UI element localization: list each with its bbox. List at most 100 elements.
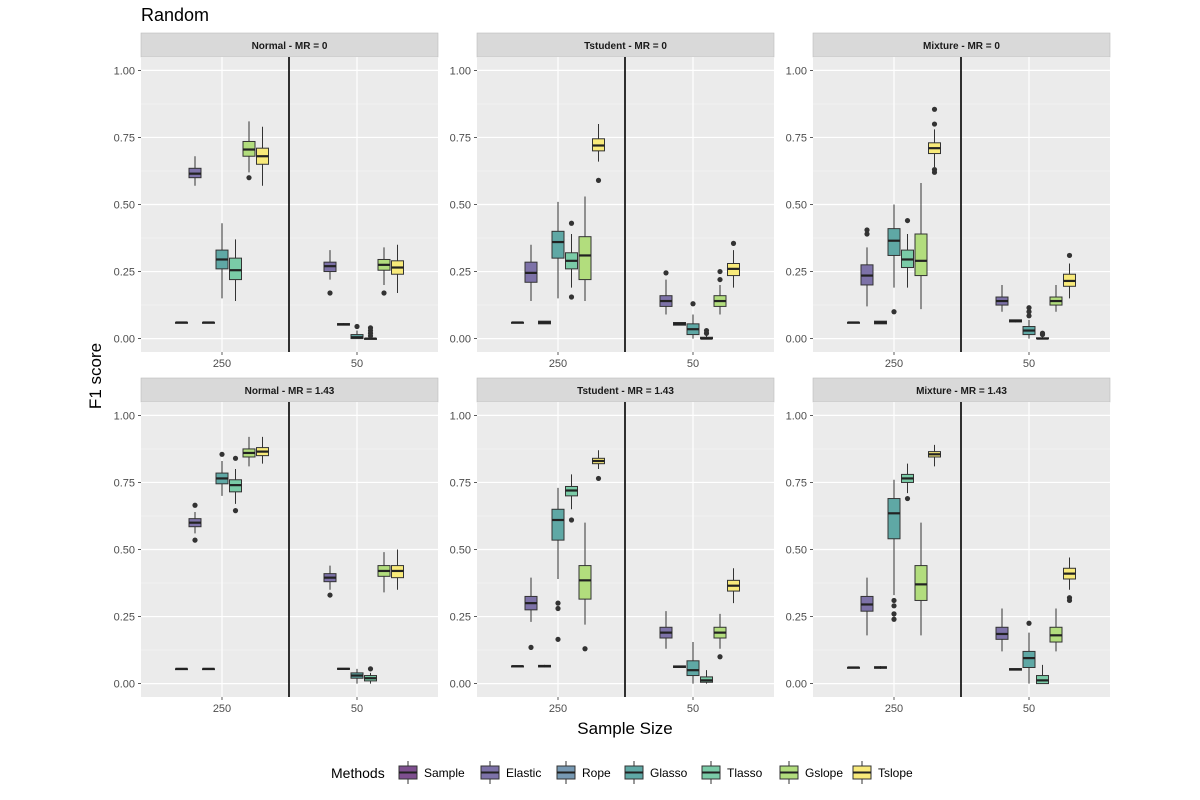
x-tick-label: 50 <box>687 358 699 370</box>
box-gslope <box>713 268 727 315</box>
box-gslope <box>377 552 391 593</box>
y-tick-label: 0.25 <box>786 612 807 624</box>
box-tslope <box>1063 252 1076 299</box>
legend-label: Gslope <box>805 766 843 780</box>
outlier-point <box>232 455 239 461</box>
y-tick-label: 1.00 <box>786 410 807 422</box>
box-glasso <box>887 479 901 622</box>
box-rope <box>538 320 551 325</box>
box-gslope <box>242 436 256 467</box>
outlier-point <box>730 240 737 246</box>
box-tlasso <box>565 474 578 523</box>
outlier-point <box>904 217 911 224</box>
outlier-point <box>1026 620 1032 626</box>
box-tslope <box>391 244 404 293</box>
box-tlasso <box>901 463 914 502</box>
outlier-point <box>568 517 575 523</box>
box-elastic <box>524 244 538 302</box>
facet-panel: Tstudent - MR = 0 0.00 0.25 0.50 0.75 1.00 250… <box>450 32 775 370</box>
outlier-point <box>904 495 911 502</box>
outlier-point <box>232 508 239 514</box>
box-elastic <box>860 227 874 307</box>
outlier-point <box>717 268 723 275</box>
outlier-point <box>1026 313 1032 319</box>
box-body <box>551 230 565 259</box>
outlier-point <box>595 475 602 482</box>
legend-item-glasso: Glasso <box>624 761 688 784</box>
box-elastic <box>995 608 1009 652</box>
y-tick-label: 0.50 <box>114 200 135 212</box>
legend-item-rope: Rope <box>556 761 611 784</box>
y-tick-label: 0.75 <box>114 132 135 144</box>
box-body <box>551 508 565 541</box>
x-tick-label: 250 <box>213 358 231 370</box>
facet-strip <box>812 377 1111 403</box>
facet-panel: Tstudent - MR = 1.43 0.00 0.25 0.50 0.75 1.00… <box>450 377 775 715</box>
box-glasso <box>551 201 565 299</box>
y-tick-label: 1.00 <box>114 65 135 77</box>
y-tick-label: 0.50 <box>114 545 135 557</box>
box-glasso <box>887 204 901 315</box>
y-tick-label: 1.00 <box>450 410 471 422</box>
legend-item-elastic: Elastic <box>480 761 541 784</box>
box-tlasso <box>229 239 242 302</box>
outlier-point <box>690 301 696 307</box>
legend: Methods Sample Elastic Rope Glasso Tlasso Gsl… <box>331 761 913 784</box>
box-gslope <box>1049 608 1063 652</box>
box-elastic <box>188 156 202 186</box>
y-tick-label: 0.00 <box>114 679 135 691</box>
outlier-point <box>1039 330 1046 336</box>
legend-title: Methods <box>331 765 385 781</box>
outlier-point <box>891 309 897 315</box>
outlier-point <box>864 231 870 237</box>
box-rope <box>1009 319 1022 323</box>
facet-strip <box>812 32 1111 58</box>
y-tick-label: 0.25 <box>786 267 807 279</box>
facet-panel: Normal - MR = 1.43 0.00 0.25 0.50 0.75 1.00 25… <box>114 377 439 715</box>
y-tick-label: 0.75 <box>450 477 471 489</box>
y-tick-label: 0.00 <box>450 334 471 346</box>
y-axis-title: F1 score <box>86 343 105 409</box>
box-rope <box>202 321 215 324</box>
y-tick-label: 0.25 <box>450 612 471 624</box>
x-tick-label: 50 <box>351 358 363 370</box>
box-sample <box>175 321 188 324</box>
box-sample <box>175 667 188 671</box>
box-gslope <box>914 183 928 310</box>
facet-panel: Mixture - MR = 1.43 0.00 0.25 0.50 0.75 1.00 2… <box>786 377 1111 715</box>
outlier-point <box>192 537 198 543</box>
outlier-point <box>555 600 561 606</box>
outlier-point <box>327 290 333 296</box>
y-tick-label: 0.00 <box>114 334 135 346</box>
legend-label: Sample <box>424 766 465 780</box>
x-axis-title: Sample Size <box>577 719 672 738</box>
box-tslope <box>1063 557 1076 604</box>
box-tlasso <box>229 455 242 514</box>
box-glasso <box>686 301 700 339</box>
y-tick-label: 0.75 <box>450 132 471 144</box>
outlier-point <box>891 616 897 622</box>
outlier-point <box>931 167 938 173</box>
box-body <box>578 236 592 281</box>
box-tslope <box>256 126 269 186</box>
facet-strip-label: Normal - MR = 1.43 <box>245 386 335 397</box>
box-tslope <box>592 450 605 482</box>
outlier-point <box>891 603 897 609</box>
y-tick-label: 0.25 <box>114 267 135 279</box>
legend-label: Tlasso <box>727 766 763 780</box>
y-tick-label: 0.00 <box>450 679 471 691</box>
facet-strip-label: Tstudent - MR = 0 <box>584 41 667 52</box>
y-tick-label: 0.75 <box>786 477 807 489</box>
y-tick-label: 0.75 <box>114 477 135 489</box>
chart-title: Random <box>141 5 209 25</box>
y-tick-label: 0.25 <box>450 267 471 279</box>
outlier-point <box>931 121 938 127</box>
outlier-point <box>891 597 897 604</box>
box-tlasso <box>901 217 914 288</box>
box-glasso <box>350 668 364 684</box>
legend-item-tlasso: Tlasso <box>701 761 763 784</box>
box-glasso <box>215 223 229 299</box>
box-rope <box>874 666 887 669</box>
outlier-point <box>931 106 938 112</box>
facet-strip <box>140 32 439 58</box>
